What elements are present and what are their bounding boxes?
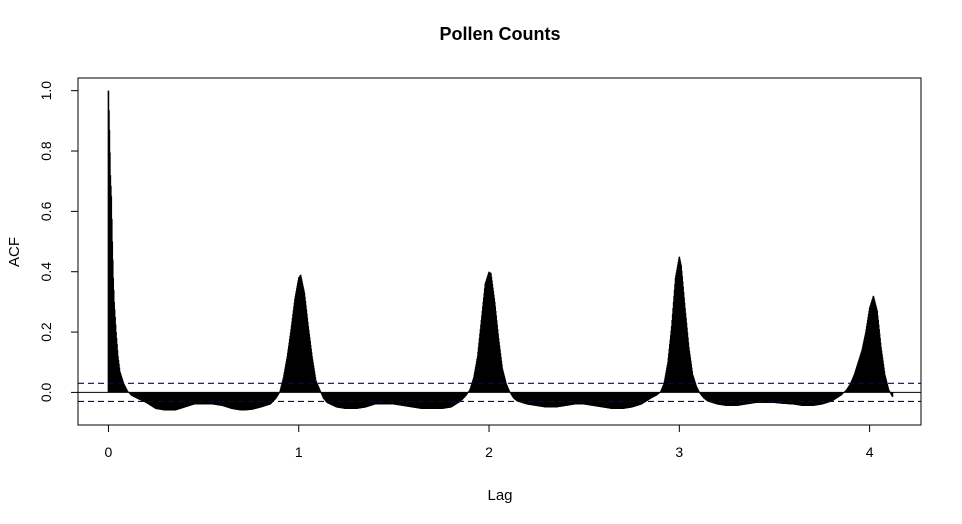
- chart-title: Pollen Counts: [440, 24, 561, 44]
- y-tick-label: 0.0: [38, 382, 54, 402]
- x-tick-label: 2: [485, 444, 493, 460]
- x-tick-label: 0: [105, 444, 113, 460]
- x-tick-label: 4: [866, 444, 874, 460]
- y-axis-label: ACF: [6, 237, 23, 267]
- y-tick-label: 0.8: [38, 141, 54, 161]
- plot-area: [78, 90, 921, 411]
- x-tick-label: 3: [675, 444, 683, 460]
- plot-frame: [77, 77, 922, 426]
- x-tick-label: 1: [295, 444, 303, 460]
- x-axis-label: Lag: [487, 487, 512, 504]
- y-tick-label: 1.0: [38, 81, 54, 101]
- y-tick-label: 0.2: [38, 322, 54, 342]
- y-tick-label: 0.4: [38, 262, 54, 282]
- y-tick-label: 0.6: [38, 201, 54, 221]
